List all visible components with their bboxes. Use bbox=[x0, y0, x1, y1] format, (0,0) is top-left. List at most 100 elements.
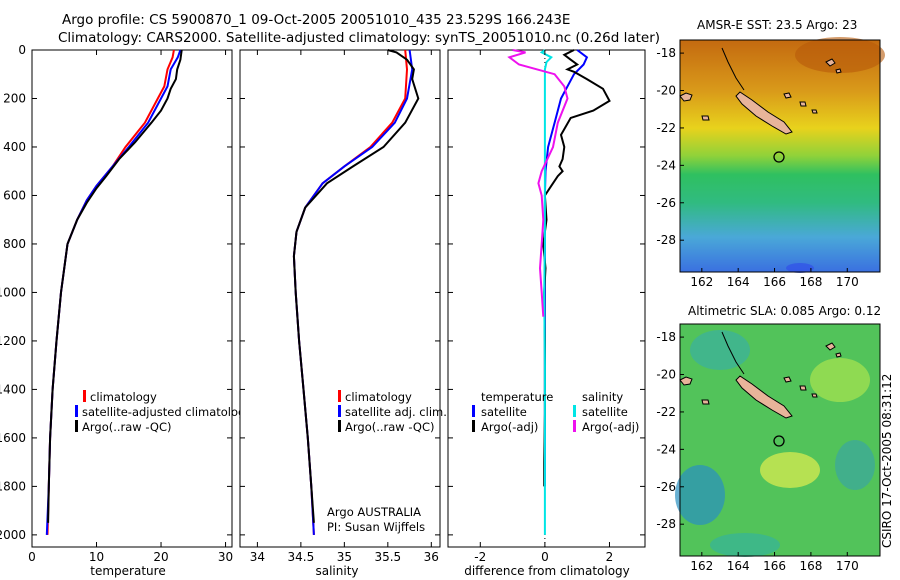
y-tick-label: 0 bbox=[18, 43, 26, 57]
series-line-argo-adj--salinity bbox=[507, 49, 569, 317]
lat-tick-label: -26 bbox=[656, 196, 676, 210]
sla-map-panel: 162 164 166 168 170 -18 -20 -22 -24 -26 -28 bbox=[656, 323, 881, 573]
lat-tick-label: -26 bbox=[656, 480, 676, 494]
difference-plot-frame bbox=[447, 49, 646, 548]
difference-lines bbox=[507, 49, 611, 535]
legend-swatch-temperature-satellite bbox=[472, 405, 475, 417]
legend-label-climatology: climatology bbox=[90, 390, 157, 404]
lon-tick-label: 168 bbox=[799, 275, 822, 289]
series-line-argo-raw-qc- bbox=[292, 49, 420, 523]
temperature-tick-labels: 0 10 20 30 bbox=[28, 50, 233, 564]
sst-map-panel: 162 164 166 168 170 -18 -20 -22 -24 -26 -28 bbox=[656, 37, 885, 289]
warm-patch bbox=[795, 37, 885, 73]
x-tick-label: 35.5 bbox=[374, 550, 401, 564]
legend-label-salinity-satellite: satellite bbox=[582, 405, 628, 419]
temperature-axis-label: temperature bbox=[90, 564, 165, 578]
lat-tick-label: -18 bbox=[656, 46, 676, 60]
lat-tick-label: -28 bbox=[656, 233, 676, 247]
lon-tick-label: 162 bbox=[690, 559, 713, 573]
lat-tick-label: -22 bbox=[656, 121, 676, 135]
lat-tick-label: -22 bbox=[656, 405, 676, 419]
x-tick-label: 35 bbox=[337, 550, 352, 564]
difference-profile-panel: -2 0 2 difference from climatology tempera… bbox=[447, 49, 646, 578]
legend-swatch-salinity-satellite bbox=[573, 405, 576, 417]
x-tick-label: 20 bbox=[153, 550, 168, 564]
lon-tick-label: 166 bbox=[763, 275, 786, 289]
sla-map-title: Altimetric SLA: 0.085 Argo: 0.12 bbox=[688, 304, 882, 318]
y-tick-label: 800 bbox=[3, 237, 26, 251]
timestamp-stamp: CSIRO 17-Oct-2005 08:31:12 bbox=[880, 373, 894, 548]
new-caledonia-land bbox=[735, 91, 793, 135]
legend-label-temperature-argo: Argo(-adj) bbox=[481, 420, 538, 434]
legend-swatch-climatology bbox=[83, 390, 86, 402]
legend-swatch-argo bbox=[75, 420, 78, 432]
legend-label-temperature-satellite: satellite bbox=[481, 405, 527, 419]
legend-label-climatology: climatology bbox=[345, 390, 412, 404]
argo-location-marker bbox=[773, 151, 785, 163]
legend-group-temperature: temperature bbox=[481, 390, 553, 404]
lat-tick-label: -28 bbox=[656, 517, 676, 531]
difference-legend: temperature satellite Argo(-adj) salinit… bbox=[472, 390, 639, 434]
x-tick-label: 36 bbox=[424, 550, 439, 564]
salinity-plot-frame bbox=[239, 49, 441, 548]
y-tick-label: 400 bbox=[3, 140, 26, 154]
y-tick-label: 600 bbox=[3, 188, 26, 202]
sst-field bbox=[680, 40, 880, 272]
x-tick-label: 0 bbox=[541, 550, 549, 564]
x-tick-label: 34 bbox=[250, 550, 265, 564]
y-tick-label: 1200 bbox=[0, 334, 26, 348]
y-tick-label: 1000 bbox=[0, 285, 26, 299]
lat-tick-label: -20 bbox=[656, 84, 676, 98]
series-line-argo-raw-qc- bbox=[47, 49, 183, 523]
y-tick-label: 1600 bbox=[0, 431, 26, 445]
salinity-legend: climatology satellite adj. clim. Argo(..… bbox=[327, 390, 447, 534]
depth-tick-labels: 0 200 400 600 800 1000 1200 1400 1600 1800 2000 bbox=[0, 43, 232, 542]
reef-outline bbox=[721, 331, 745, 375]
legend-swatch-temperature-argo bbox=[472, 420, 475, 432]
sla-map-frame bbox=[679, 323, 881, 557]
salinity-lines bbox=[292, 49, 420, 535]
x-tick-label: 10 bbox=[89, 550, 104, 564]
reef-outline bbox=[721, 47, 745, 91]
lat-tick-label: -18 bbox=[656, 330, 676, 344]
difference-tick-labels: -2 0 2 bbox=[474, 50, 613, 564]
x-tick-label: 30 bbox=[218, 550, 233, 564]
x-tick-label: 0 bbox=[28, 550, 36, 564]
lon-tick-label: 164 bbox=[727, 275, 750, 289]
difference-axis-label: difference from climatology bbox=[464, 564, 630, 578]
legend-label-satellite: satellite adj. clim. bbox=[345, 405, 447, 419]
figure-title-line-1: Argo profile: CS 5900870_1 09-Oct-2005 2… bbox=[62, 12, 571, 28]
lat-tick-label: -24 bbox=[656, 158, 676, 172]
legend-label-argo: Argo(..raw -QC) bbox=[82, 420, 172, 434]
sla-high-patch-2 bbox=[760, 452, 820, 488]
lat-tick-label: -24 bbox=[656, 442, 676, 456]
lon-tick-label: 164 bbox=[727, 559, 750, 573]
x-tick-label: 34.5 bbox=[288, 550, 315, 564]
sla-latitude-ticks: -18 -20 -22 -24 -26 -28 bbox=[656, 330, 684, 531]
y-tick-label: 200 bbox=[3, 91, 26, 105]
salinity-profile-panel: 34 34.5 35 35.5 36 salinity climatology sate… bbox=[239, 49, 447, 578]
temperature-legend: climatology satellite-adjusted climatolo… bbox=[75, 390, 252, 434]
sst-latitude-ticks: -18 -20 -22 -24 -26 -28 bbox=[656, 46, 684, 247]
lon-tick-label: 170 bbox=[836, 275, 859, 289]
islands bbox=[679, 342, 842, 405]
temperature-profile-panel: 0 200 400 600 800 1000 1200 1400 1600 1800 2000 0 1… bbox=[0, 43, 252, 578]
y-tick-label: 2000 bbox=[0, 528, 26, 542]
y-tick-label: 1800 bbox=[0, 479, 26, 493]
legend-swatch-argo bbox=[338, 420, 341, 432]
x-tick-label: 2 bbox=[606, 550, 614, 564]
sst-longitude-ticks: 162 164 166 168 170 bbox=[690, 268, 859, 289]
sst-map-title: AMSR-E SST: 23.5 Argo: 23 bbox=[697, 18, 858, 32]
temperature-plot-frame bbox=[31, 49, 233, 548]
argo-pi-annotation: PI: Susan Wijffels bbox=[327, 520, 425, 534]
sla-longitude-ticks: 162 164 166 168 170 bbox=[690, 552, 859, 573]
lon-tick-label: 166 bbox=[763, 559, 786, 573]
sla-low-patch-4 bbox=[710, 533, 780, 557]
legend-swatch-satellite bbox=[338, 405, 341, 417]
lon-tick-label: 170 bbox=[836, 559, 859, 573]
sst-map-frame bbox=[679, 39, 881, 273]
argo-location-marker bbox=[773, 435, 785, 447]
y-tick-label: 1400 bbox=[0, 382, 26, 396]
x-tick-label: -2 bbox=[474, 550, 486, 564]
